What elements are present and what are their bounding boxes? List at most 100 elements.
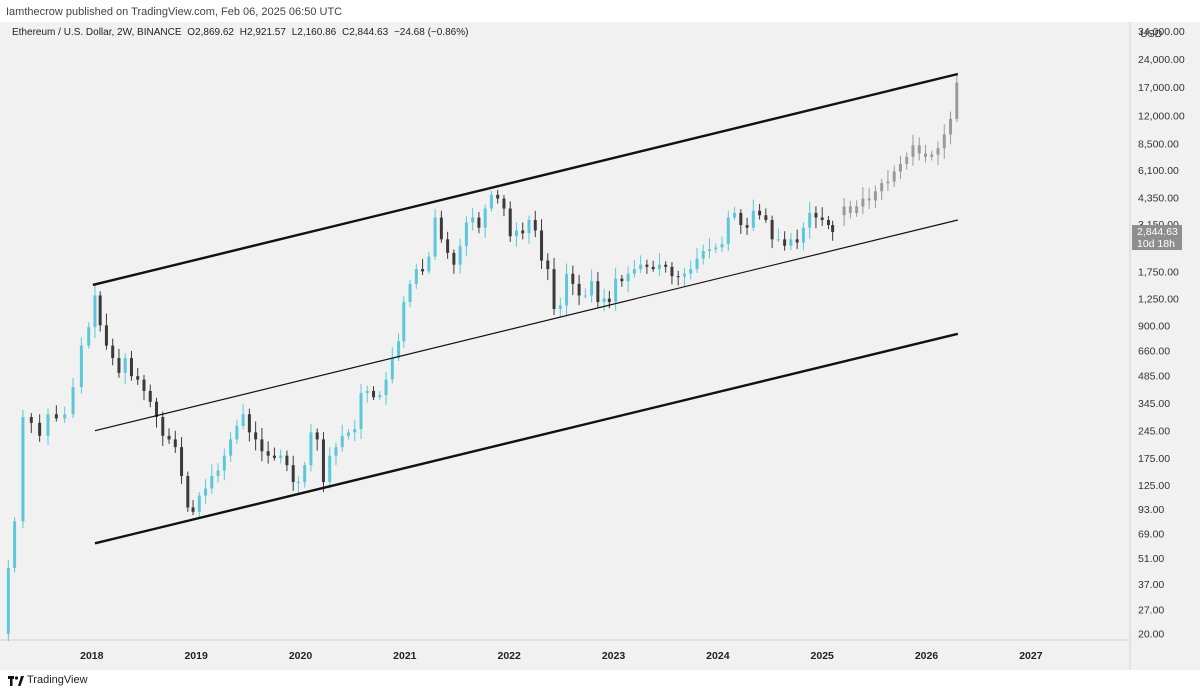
price-candle <box>117 358 121 373</box>
price-candle <box>689 269 693 274</box>
price-candle <box>229 439 233 456</box>
chart-area[interactable]: USD 34,000.00 24,000.00 17,000.00 12,000.00 8… <box>0 22 1200 670</box>
y-tick-label: 175.00 <box>1138 453 1170 465</box>
y-tick-label: 485.00 <box>1138 370 1170 382</box>
price-candle <box>359 393 363 430</box>
price-candle <box>583 295 587 297</box>
price-candle <box>676 276 680 278</box>
price-candle <box>210 476 214 489</box>
price-candle <box>340 435 344 448</box>
price-candle <box>247 414 251 433</box>
price-candle <box>38 422 42 436</box>
price-candle <box>421 269 425 272</box>
price-candle <box>111 345 115 359</box>
y-tick-label: 900.00 <box>1138 320 1170 332</box>
price-candle <box>733 212 737 218</box>
channel-line-middle[interactable] <box>94 219 958 432</box>
price-candle <box>321 439 325 483</box>
price-candle <box>397 341 401 359</box>
price-candle <box>54 414 58 419</box>
price-candle <box>216 470 220 477</box>
price-candle <box>167 435 171 440</box>
price-candle <box>173 439 177 448</box>
price-candle <box>714 247 718 250</box>
legend-open: O2,869.62 <box>187 27 234 38</box>
price-candle <box>514 230 518 237</box>
price-candle <box>402 301 406 342</box>
price-candle <box>303 465 307 483</box>
price-candle <box>558 305 562 310</box>
y-tick-label: 245.00 <box>1138 426 1170 438</box>
price-candle <box>770 219 774 240</box>
price-candle <box>682 273 686 277</box>
countdown-label: 10d 18h <box>1137 238 1175 250</box>
price-candle <box>87 327 91 346</box>
y-tick-label: 1,250.00 <box>1138 294 1179 306</box>
price-candle <box>291 465 295 483</box>
price-candle <box>260 439 264 452</box>
price-candle <box>142 379 146 391</box>
price-candle <box>427 256 431 272</box>
price-candle <box>789 239 793 246</box>
price-candle <box>279 455 283 458</box>
price-candle <box>565 273 569 306</box>
price-candle <box>670 266 674 277</box>
price-candle <box>521 230 525 234</box>
price-candle <box>79 345 83 388</box>
price-candle <box>577 283 581 296</box>
price-candle <box>477 217 481 228</box>
channel-line-lower[interactable] <box>94 332 959 545</box>
price-candle <box>414 269 418 284</box>
projection-candle <box>886 181 890 184</box>
price-candle <box>98 295 102 326</box>
price-candle <box>602 298 606 302</box>
y-tick-label: 345.00 <box>1138 398 1170 410</box>
price-candle <box>614 278 618 302</box>
price-candle <box>808 212 812 228</box>
price-candle <box>657 264 661 270</box>
price-candle <box>334 447 338 456</box>
price-candle <box>235 425 239 440</box>
price-candle <box>129 358 133 377</box>
price-candle <box>204 488 208 496</box>
projection-candle <box>842 206 846 216</box>
price-candle <box>272 455 276 458</box>
price-candle <box>439 217 443 240</box>
price-candle <box>607 298 611 302</box>
price-candle <box>433 217 437 257</box>
y-tick-label: 4,350.00 <box>1138 193 1179 205</box>
y-tick-label: 17,000.00 <box>1138 82 1185 94</box>
price-candle <box>346 432 350 436</box>
x-tick-label: 2027 <box>1019 650 1043 662</box>
price-candle <box>390 358 394 380</box>
price-candle <box>155 401 159 418</box>
price-candle <box>720 244 724 248</box>
x-tick-label: 2019 <box>184 650 208 662</box>
price-candle <box>502 198 506 209</box>
price-candle <box>186 476 190 508</box>
y-tick-label: 27.00 <box>1138 604 1164 616</box>
last-price-tag <box>1132 225 1182 251</box>
price-candle <box>21 417 25 522</box>
price-candle <box>191 507 195 512</box>
price-candle <box>639 264 643 270</box>
projection-candle <box>949 118 953 135</box>
price-candle <box>552 269 556 310</box>
channel-line-upper[interactable] <box>92 72 959 287</box>
x-tick-label: 2024 <box>706 650 730 662</box>
price-candle <box>63 414 67 419</box>
price-candle <box>29 417 33 423</box>
y-tick-label: 20.00 <box>1138 629 1164 641</box>
price-candle <box>826 219 830 226</box>
projection-candle <box>942 134 946 149</box>
price-candle <box>776 239 780 241</box>
price-candle <box>758 210 762 216</box>
x-tick-label: 2022 <box>497 650 521 662</box>
projection-candle <box>917 145 921 154</box>
legend-change: −24.68 (−0.86%) <box>393 27 469 38</box>
price-candle <box>285 455 289 466</box>
price-candle <box>533 219 537 231</box>
price-candle <box>353 429 357 433</box>
price-candle <box>820 217 824 220</box>
